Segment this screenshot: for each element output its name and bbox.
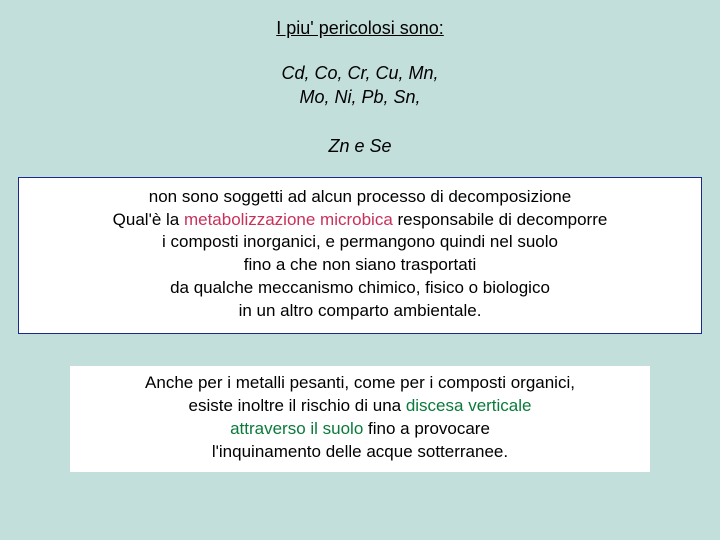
box-line-4: fino a che non siano trasportati	[244, 255, 476, 274]
box-line-2-post: responsabile di decomporre	[393, 210, 608, 229]
paragraph-2: Anche per i metalli pesanti, come per i …	[70, 366, 650, 472]
box-line-6: in un altro comparto ambientale.	[239, 301, 482, 320]
p2-line-2-pre: esiste inoltre il rischio di una	[189, 396, 406, 415]
box-line-5: da qualche meccanismo chimico, fisico o …	[170, 278, 550, 297]
elements-znse: Zn e Se	[0, 136, 720, 157]
elements-line-1: Cd, Co, Cr, Cu, Mn,	[281, 63, 438, 83]
p2-line-3-post: fino a provocare	[363, 419, 490, 438]
box-line-1: non sono soggetti ad alcun processo di d…	[149, 187, 571, 206]
p2-green-1: discesa verticale	[406, 396, 532, 415]
info-box: non sono soggetti ad alcun processo di d…	[18, 177, 702, 335]
p2-line-1: Anche per i metalli pesanti, come per i …	[145, 373, 575, 392]
slide-title: I piu' pericolosi sono:	[0, 0, 720, 39]
p2-green-2: attraverso il suolo	[230, 419, 363, 438]
box-line-3: i composti inorganici, e permangono quin…	[162, 232, 558, 251]
elements-list: Cd, Co, Cr, Cu, Mn, Mo, Ni, Pb, Sn,	[0, 61, 720, 110]
box-line-2-pre: Qual'è la	[113, 210, 184, 229]
p2-line-4: l'inquinamento delle acque sotterranee.	[212, 442, 508, 461]
elements-line-2: Mo, Ni, Pb, Sn,	[299, 87, 420, 107]
box-keyword: metabolizzazione microbica	[184, 210, 393, 229]
